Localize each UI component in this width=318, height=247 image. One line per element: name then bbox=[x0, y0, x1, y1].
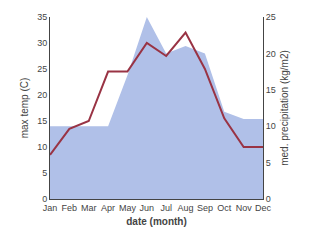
svg-text:Mar: Mar bbox=[81, 203, 97, 213]
svg-text:med. precipitation (kg/m2): med. precipitation (kg/m2) bbox=[279, 50, 290, 166]
svg-text:Nov: Nov bbox=[236, 203, 253, 213]
svg-text:15: 15 bbox=[266, 85, 276, 95]
svg-text:Feb: Feb bbox=[62, 203, 78, 213]
svg-text:10: 10 bbox=[266, 121, 276, 131]
svg-text:Jun: Jun bbox=[140, 203, 155, 213]
svg-text:date (month): date (month) bbox=[126, 216, 187, 227]
svg-text:25: 25 bbox=[37, 64, 47, 74]
svg-text:Oct: Oct bbox=[217, 203, 232, 213]
svg-text:Jul: Jul bbox=[160, 203, 172, 213]
svg-text:10: 10 bbox=[37, 142, 47, 152]
svg-text:Jan: Jan bbox=[43, 203, 58, 213]
svg-text:Apr: Apr bbox=[101, 203, 115, 213]
svg-text:0: 0 bbox=[42, 194, 47, 204]
svg-text:20: 20 bbox=[266, 49, 276, 59]
svg-text:30: 30 bbox=[37, 38, 47, 48]
svg-text:25: 25 bbox=[266, 12, 276, 22]
svg-text:20: 20 bbox=[37, 90, 47, 100]
svg-text:max temp (C): max temp (C) bbox=[19, 78, 30, 139]
svg-text:Aug: Aug bbox=[178, 203, 194, 213]
svg-text:0: 0 bbox=[266, 194, 271, 204]
svg-text:Dec: Dec bbox=[255, 203, 272, 213]
svg-text:Sep: Sep bbox=[197, 203, 213, 213]
svg-text:15: 15 bbox=[37, 116, 47, 126]
svg-text:35: 35 bbox=[37, 12, 47, 22]
svg-text:5: 5 bbox=[42, 168, 47, 178]
svg-text:5: 5 bbox=[266, 158, 271, 168]
svg-text:May: May bbox=[119, 203, 137, 213]
